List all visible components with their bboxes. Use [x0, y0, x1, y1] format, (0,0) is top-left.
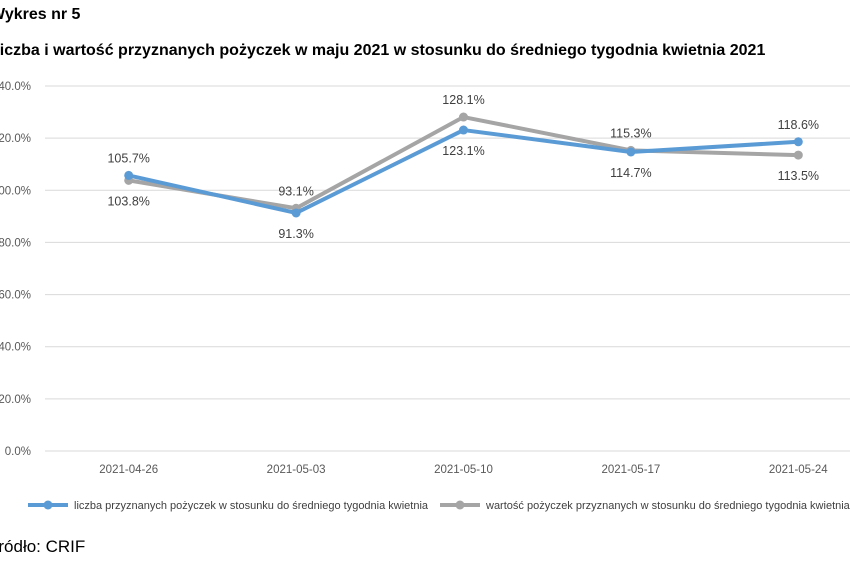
data-point-wartosc [459, 112, 468, 122]
data-label-liczba: 91.3% [278, 227, 313, 241]
x-tick-label: 2021-05-10 [434, 464, 493, 476]
data-point-liczba [793, 137, 803, 147]
data-label-wartosc: 103.8% [107, 194, 149, 208]
x-tick-label: 2021-05-24 [769, 464, 828, 476]
legend-key-wartosc-marker [455, 500, 465, 510]
x-tick-label: 2021-05-17 [601, 464, 660, 476]
data-point-liczba [626, 147, 636, 157]
data-label-liczba: 114.7% [610, 166, 651, 180]
data-label-liczba: 123.1% [442, 144, 484, 158]
y-tick-label: 0.0% [5, 446, 31, 458]
data-label-wartosc: 128.1% [442, 93, 484, 107]
y-tick-label: 120.0% [0, 133, 31, 145]
x-tick-label: 2021-04-26 [99, 464, 158, 476]
legend-label-wartosc: wartość pożyczek przyznanych w stosunku … [485, 500, 850, 512]
y-tick-label: 100.0% [0, 185, 31, 197]
data-point-liczba [124, 170, 134, 180]
data-point-wartosc [793, 150, 803, 160]
legend-key-liczba-marker [43, 500, 53, 510]
x-tick-label: 2021-05-03 [267, 464, 326, 476]
chart-title: Liczba i wartość przyznanych pożyczek w … [0, 42, 766, 59]
y-tick-label: 20.0% [0, 394, 31, 406]
data-label-wartosc: 93.1% [278, 184, 313, 198]
data-point-liczba [291, 208, 301, 218]
data-point-liczba [459, 125, 468, 135]
data-label-liczba: 105.7% [107, 151, 149, 165]
chart-pre-title: Wykres nr 5 [0, 6, 81, 23]
data-label-wartosc: 115.3% [610, 126, 651, 140]
y-tick-label: 140.0% [0, 81, 31, 93]
data-label-liczba: 118.6% [778, 118, 819, 132]
data-label-wartosc: 113.5% [778, 169, 819, 183]
y-tick-label: 80.0% [0, 237, 31, 249]
y-tick-label: 60.0% [0, 290, 31, 302]
series-line-liczba [126, 128, 801, 215]
source-note: Źródło: CRIF [0, 537, 86, 556]
legend-label-liczba: liczba przyznanych pożyczek w stosunku d… [74, 500, 429, 512]
y-tick-label: 40.0% [0, 342, 31, 354]
